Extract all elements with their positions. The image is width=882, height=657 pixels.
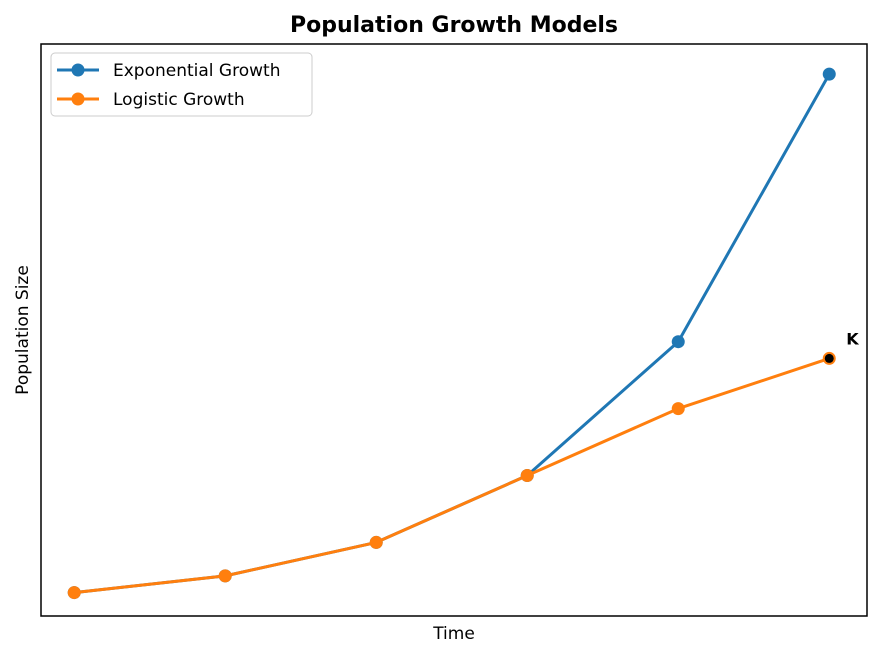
exponential-growth-point [822, 67, 836, 81]
carrying-capacity-label: K [846, 329, 859, 348]
logistic-growth-point [218, 569, 232, 583]
legend: Exponential Growth Logistic Growth [50, 52, 313, 117]
legend-marker-logistic-growth [71, 92, 85, 106]
chart-title: Population Growth Models [290, 13, 618, 38]
logistic-growth-point [520, 469, 534, 483]
legend-box [50, 52, 313, 117]
exponential-growth-point [671, 335, 685, 349]
x-axis-label: Time [432, 624, 475, 644]
y-axis-label: Population Size [13, 265, 33, 395]
logistic-growth-line [72, 356, 831, 595]
exponential-growth-line [72, 72, 831, 595]
legend-label-exponential-growth: Exponential Growth [113, 61, 280, 81]
carrying-capacity-marker [824, 353, 834, 363]
logistic-growth-point [369, 535, 383, 549]
logistic-growth-point [67, 586, 81, 600]
logistic-growth-point [671, 402, 685, 416]
legend-label-logistic-growth: Logistic Growth [113, 90, 245, 110]
legend-marker-exponential-growth [71, 63, 85, 77]
plot-frame [40, 43, 868, 617]
